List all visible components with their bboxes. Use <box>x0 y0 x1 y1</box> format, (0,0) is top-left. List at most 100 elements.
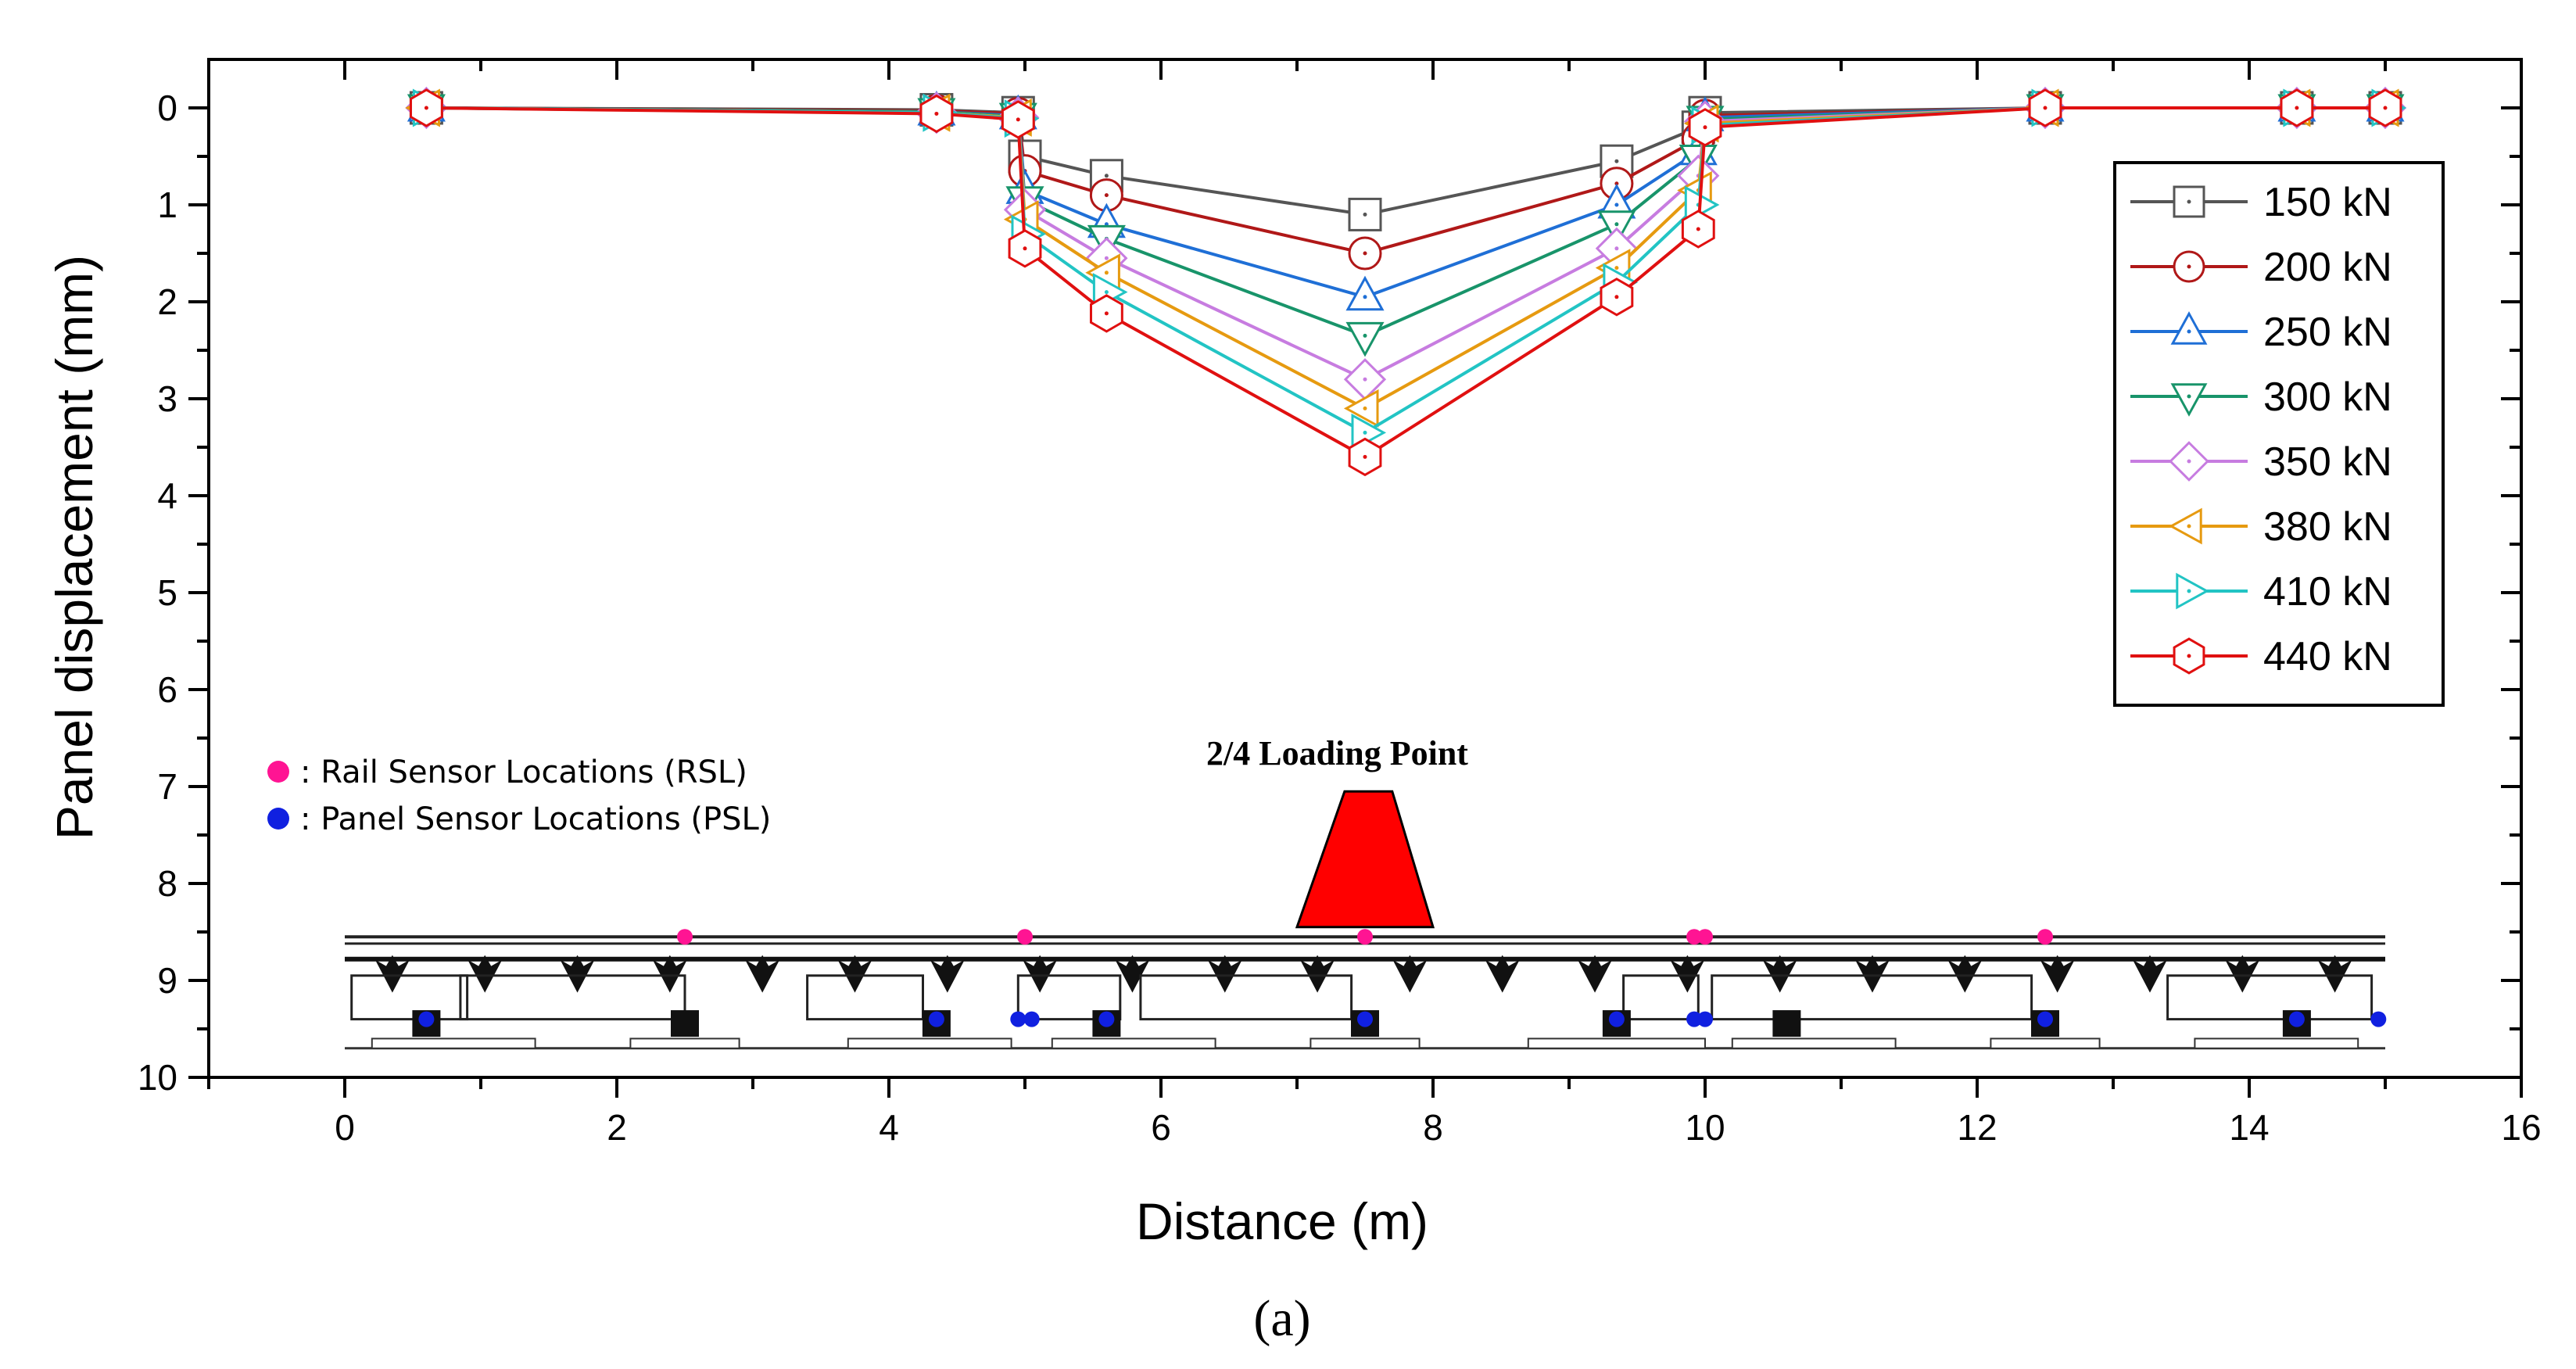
marker-center-dot <box>1104 311 1109 316</box>
legend-box <box>2113 161 2445 707</box>
series-440-kn <box>409 88 2402 477</box>
fastener-icon <box>1207 955 1242 993</box>
series-200-kn <box>409 91 2402 271</box>
y-tick-label: 4 <box>157 475 177 516</box>
fastener-icon <box>1947 955 1983 993</box>
panel-sensor-dot-icon <box>1023 1011 1040 1027</box>
fastener-icon <box>1023 955 1058 993</box>
fastener-icon <box>1115 955 1150 993</box>
marker-center-dot <box>1023 246 1027 251</box>
panel-block <box>1711 974 2033 1021</box>
panel-block <box>806 974 924 1021</box>
y-tick-label: 5 <box>157 572 177 613</box>
data-point <box>1343 389 1379 428</box>
base-pad <box>371 1038 536 1049</box>
panel-sensor-dot-icon <box>1357 1011 1373 1027</box>
panel-sensor-dot-icon <box>2037 1011 2053 1027</box>
series-line <box>426 106 2385 382</box>
marker-center-dot <box>1363 454 1367 459</box>
series-line <box>426 106 2385 299</box>
marker-center-dot <box>1696 227 1700 231</box>
fastener-icon <box>2040 955 2075 993</box>
fastener-icon <box>1578 955 1613 993</box>
x-tick-label: 8 <box>1423 1107 1443 1148</box>
legend: 150 kN 200 kN 250 kN 300 kN 350 kN 380 kN 410 … <box>2113 161 2445 707</box>
panel-sensor-dot-icon <box>928 1011 944 1027</box>
series-250-kn <box>407 86 2405 311</box>
figure-caption: (a) <box>1253 1290 1310 1347</box>
marker-center-dot <box>2187 524 2191 529</box>
panel-sensor-dot-icon <box>1098 1011 1115 1027</box>
x-tick-label: 6 <box>1151 1107 1171 1148</box>
y-tick-label: 9 <box>157 960 177 1001</box>
fastener-icon <box>2317 955 2352 993</box>
series-line <box>426 106 2385 338</box>
legend-label: 440 kN <box>2263 634 2392 679</box>
fastener-icon <box>1670 955 1705 993</box>
legend-marker-icon <box>2169 507 2202 545</box>
panel-sensor-dot-icon <box>1686 1011 1703 1027</box>
series-150-kn <box>409 91 2402 231</box>
marker-center-dot <box>1363 295 1367 299</box>
marker-center-dot <box>1614 266 1619 271</box>
base-pad <box>1051 1038 1216 1049</box>
panel-sensor-dot-icon <box>2370 1011 2387 1027</box>
marker-center-dot <box>1363 333 1367 338</box>
rail-sensor-dot-icon <box>1017 929 1033 945</box>
fastener-icon <box>652 955 687 993</box>
legend-label: 250 kN <box>2263 310 2392 355</box>
x-axis-title: Distance (m) <box>1136 1192 1428 1250</box>
base-pad <box>1309 1038 1421 1049</box>
panel-block <box>1622 974 1700 1021</box>
panel-block <box>459 974 686 1021</box>
y-tick-label: 2 <box>157 281 177 322</box>
marker-center-dot <box>2187 329 2191 334</box>
base-pad <box>847 1038 1012 1049</box>
legend-label: 410 kN <box>2263 569 2392 615</box>
support-icon <box>671 1010 699 1038</box>
marker-center-dot <box>1614 202 1619 207</box>
marker-center-dot <box>1016 117 1020 122</box>
marker-center-dot <box>1104 174 1109 178</box>
marker-center-dot <box>1104 193 1109 198</box>
series-line <box>426 106 2385 256</box>
fastener-icon <box>468 955 503 993</box>
x-tick-label: 10 <box>1685 1107 1725 1148</box>
rsl-dot-icon <box>267 761 289 783</box>
x-tick-label: 16 <box>2501 1107 2541 1148</box>
panel-block <box>350 974 469 1021</box>
marker-center-dot <box>424 106 428 110</box>
legend-label: 350 kN <box>2263 439 2392 485</box>
base-pad <box>1527 1038 1707 1049</box>
marker-center-dot <box>1614 181 1619 186</box>
marker-center-dot <box>1614 246 1619 251</box>
base-pad <box>629 1038 740 1049</box>
rail-sensor-dot-icon <box>1686 929 1703 945</box>
marker-center-dot <box>1614 159 1619 163</box>
fastener-icon <box>2225 955 2260 993</box>
marker-center-dot <box>2187 264 2191 269</box>
marker-center-dot <box>2295 106 2299 110</box>
rail-sensor-dot-icon <box>677 929 693 945</box>
psl-dot-icon <box>267 808 289 830</box>
rail-sensor-dot-icon <box>2037 929 2053 945</box>
rail-sensor-dot-icon <box>1697 929 1713 945</box>
marker-center-dot <box>1363 212 1367 217</box>
marker-center-dot <box>934 111 939 116</box>
marker-center-dot <box>1363 430 1367 435</box>
y-tick-label: 10 <box>138 1057 177 1098</box>
panel-sensor-dot-icon <box>1608 1011 1625 1027</box>
legend-label: 380 kN <box>2263 504 2392 550</box>
marker-center-dot <box>2187 199 2191 204</box>
fastener-icon <box>745 955 780 993</box>
panel-block <box>1016 974 1122 1021</box>
support-icon <box>1772 1010 1801 1038</box>
base-pad <box>2194 1038 2359 1049</box>
data-point <box>1345 275 1385 311</box>
rail-sensor-dot-icon <box>1357 929 1373 945</box>
series-300-kn <box>407 94 2405 357</box>
fastener-icon <box>1855 955 1890 993</box>
psl-label: : Panel Sensor Locations (PSL) <box>300 801 771 837</box>
